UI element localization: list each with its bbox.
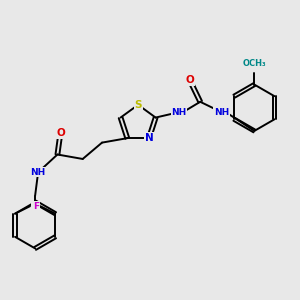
Text: NH: NH xyxy=(214,108,229,117)
Text: S: S xyxy=(134,100,142,110)
Text: O: O xyxy=(185,75,194,85)
Text: F: F xyxy=(33,202,39,211)
Text: N: N xyxy=(145,133,153,143)
Text: F: F xyxy=(31,202,38,211)
Text: NH: NH xyxy=(171,108,186,117)
Text: O: O xyxy=(56,128,65,138)
Text: NH: NH xyxy=(31,168,46,177)
Text: OCH₃: OCH₃ xyxy=(242,59,266,68)
